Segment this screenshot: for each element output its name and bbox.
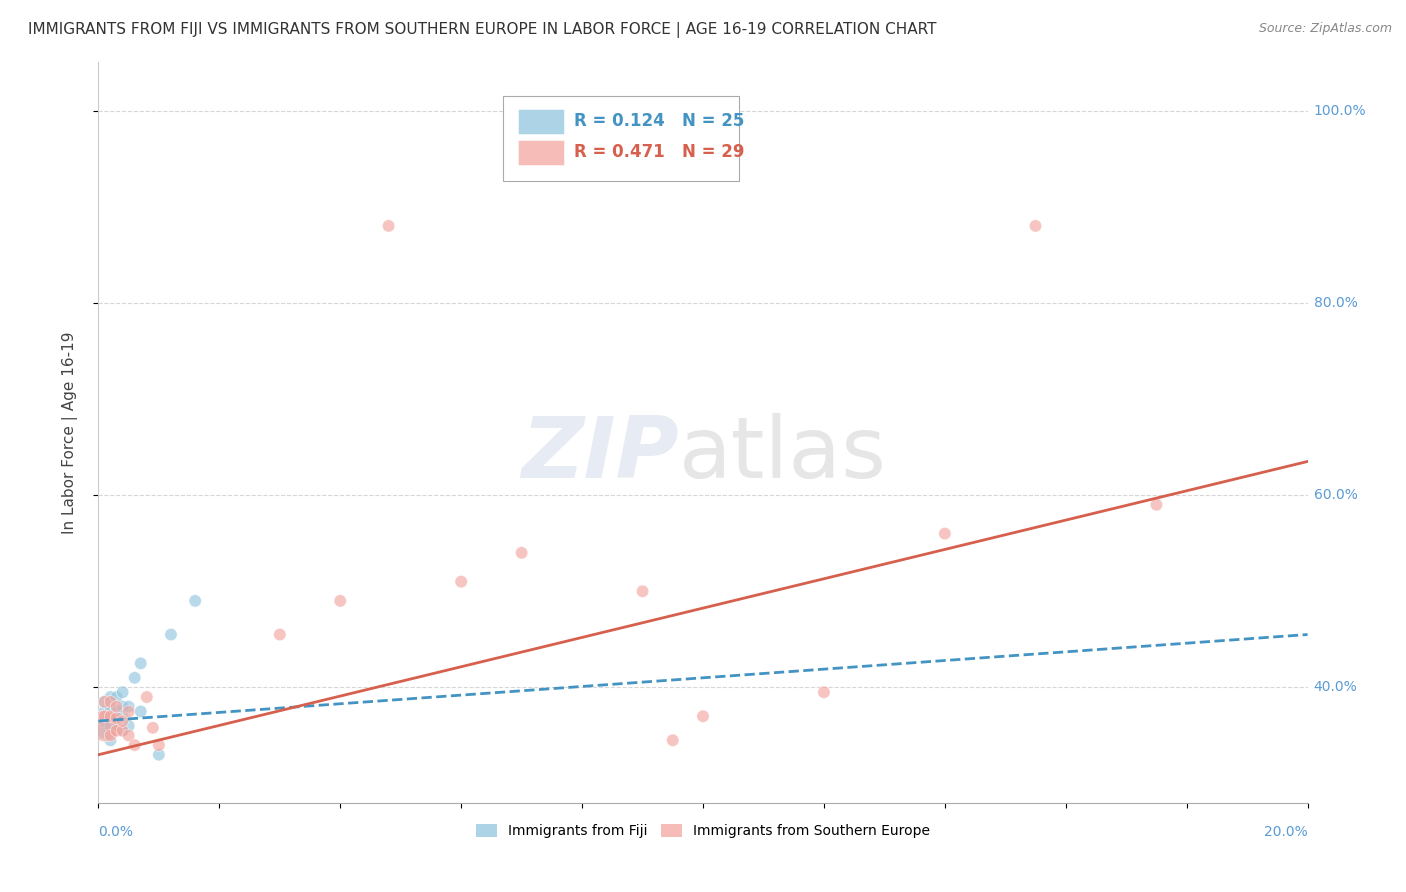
Point xyxy=(692,709,714,723)
Point xyxy=(631,584,654,599)
Text: 100.0%: 100.0% xyxy=(1313,103,1367,118)
Point xyxy=(93,714,115,728)
Point xyxy=(118,699,141,714)
FancyBboxPatch shape xyxy=(517,109,564,134)
Point xyxy=(148,747,170,762)
Point xyxy=(105,690,128,704)
Point xyxy=(377,219,399,233)
Point xyxy=(93,695,115,709)
Point xyxy=(100,709,122,723)
Point xyxy=(111,699,134,714)
Point xyxy=(1024,219,1046,233)
Text: 80.0%: 80.0% xyxy=(1313,296,1358,310)
Point xyxy=(100,733,122,747)
Text: ZIP: ZIP xyxy=(522,413,679,496)
Point xyxy=(111,723,134,738)
Text: Source: ZipAtlas.com: Source: ZipAtlas.com xyxy=(1258,22,1392,36)
Point xyxy=(100,709,122,723)
Point xyxy=(124,738,146,752)
Point xyxy=(100,699,122,714)
Text: 60.0%: 60.0% xyxy=(1313,488,1358,502)
Y-axis label: In Labor Force | Age 16-19: In Labor Force | Age 16-19 xyxy=(62,331,77,534)
Point xyxy=(1144,498,1167,512)
Point xyxy=(93,719,115,733)
Point xyxy=(135,690,157,704)
Point xyxy=(118,705,141,719)
Point xyxy=(105,714,128,728)
Point xyxy=(93,723,115,738)
Point xyxy=(269,627,291,641)
Point xyxy=(142,721,165,735)
Point xyxy=(105,705,128,719)
Point xyxy=(100,695,122,709)
Point xyxy=(661,733,683,747)
Point xyxy=(184,594,207,608)
Point xyxy=(93,705,115,719)
Text: IMMIGRANTS FROM FIJI VS IMMIGRANTS FROM SOUTHERN EUROPE IN LABOR FORCE | AGE 16-: IMMIGRANTS FROM FIJI VS IMMIGRANTS FROM … xyxy=(28,22,936,38)
Point xyxy=(100,719,122,733)
Point xyxy=(111,685,134,699)
Point xyxy=(934,526,956,541)
Text: 20.0%: 20.0% xyxy=(1264,825,1308,839)
Point xyxy=(129,657,152,671)
Point xyxy=(118,729,141,743)
Text: 40.0%: 40.0% xyxy=(1313,681,1357,694)
Point xyxy=(93,709,115,723)
Text: 0.0%: 0.0% xyxy=(98,825,134,839)
Point xyxy=(100,729,122,743)
Point xyxy=(329,594,352,608)
Text: R = 0.124   N = 25: R = 0.124 N = 25 xyxy=(574,112,744,130)
Point xyxy=(124,671,146,685)
Point xyxy=(813,685,835,699)
Point xyxy=(510,546,533,560)
FancyBboxPatch shape xyxy=(503,95,740,181)
Point xyxy=(105,699,128,714)
FancyBboxPatch shape xyxy=(517,140,564,165)
Point xyxy=(105,723,128,738)
Legend: Immigrants from Fiji, Immigrants from Southern Europe: Immigrants from Fiji, Immigrants from So… xyxy=(470,819,936,844)
Point xyxy=(105,723,128,738)
Point xyxy=(100,690,122,704)
Point xyxy=(93,695,115,709)
Point xyxy=(118,719,141,733)
Point xyxy=(129,705,152,719)
Point xyxy=(450,574,472,589)
Point xyxy=(148,738,170,752)
Point xyxy=(105,711,128,725)
Point xyxy=(160,627,183,641)
Text: R = 0.471   N = 29: R = 0.471 N = 29 xyxy=(574,143,744,161)
Text: atlas: atlas xyxy=(679,413,887,496)
Point xyxy=(111,723,134,738)
Point xyxy=(111,714,134,728)
Point xyxy=(111,709,134,723)
